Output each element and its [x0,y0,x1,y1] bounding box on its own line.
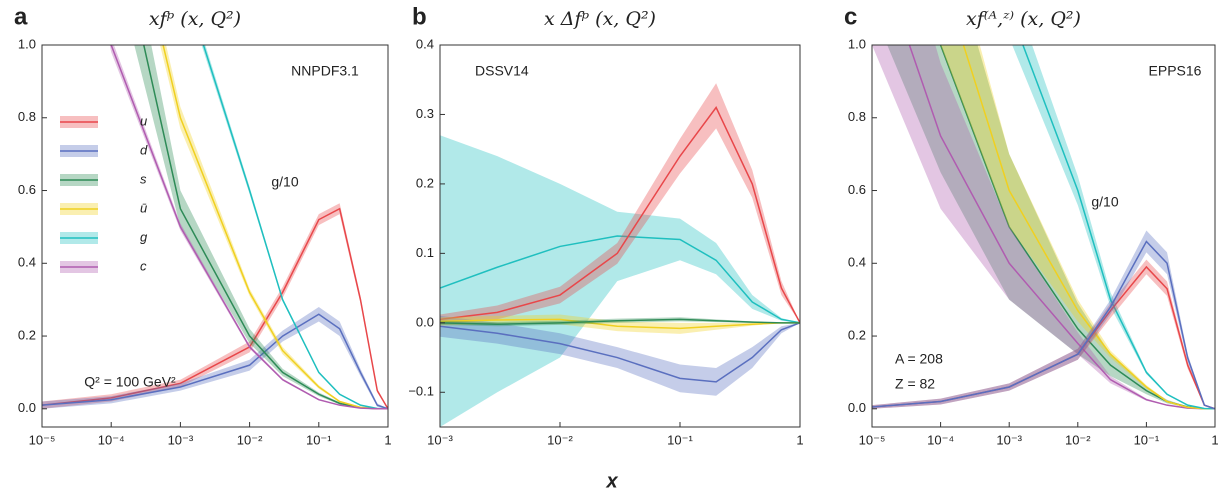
annotation: g/10 [271,174,298,190]
uncertainty-band [940,45,1215,409]
annotation: g/10 [1091,194,1118,210]
y-tick-label: 0.0 [848,400,866,415]
x-tick-label: 10⁻⁴ [927,432,954,447]
series-line [1022,45,1215,410]
x-tick-label: 10⁻⁵ [29,432,56,447]
y-tick-label: 0.8 [848,109,866,124]
y-tick-label: 0.2 [18,327,36,342]
x-tick-label: 1 [1211,432,1218,447]
uncertainty-band [1012,45,1215,409]
plot-frame [41,44,389,428]
chart-title: x Δfᵖ (x, Q²) [544,8,656,30]
uncertainty-band [872,230,1215,409]
y-tick-label: 0.6 [18,182,36,197]
series-line [440,322,800,383]
x-tick-label: 10⁻¹ [1134,432,1160,447]
y-tick-label: 0.1 [416,245,434,260]
series-line [440,106,800,324]
x-tick-label: 10⁻³ [168,432,194,447]
chart-title: xf⁽ᴬ,ᶻ⁾ (x, Q²) [966,8,1081,30]
legend-label: d [140,142,148,157]
series-line [962,45,1215,410]
plot [440,83,800,427]
legend-label: g [140,229,148,244]
panel-label: c [844,3,857,30]
uncertainty-band [440,315,800,396]
x-tick-label: 10⁻² [547,432,573,447]
chart-title: xfᵖ (x, Q²) [149,8,241,30]
uncertainty-band [42,306,388,409]
y-tick-label: 0.0 [416,314,434,329]
uncertainty-band [887,45,1215,409]
plot-frame [439,44,801,428]
x-tick-label: 10⁻³ [427,432,453,447]
annotation: DSSV14 [475,63,529,79]
uncertainty-band [440,135,800,427]
y-tick-label: 0.0 [18,400,36,415]
plot [872,45,1215,410]
x-tick-label: 10⁻² [1065,432,1091,447]
x-tick-label: 10⁻⁵ [859,432,886,447]
annotation: EPPS16 [1149,63,1202,79]
y-tick-label: 0.2 [848,327,866,342]
y-tick-label: 0.6 [848,182,866,197]
annotation: A = 208 [895,351,943,367]
y-tick-label: 0.4 [416,36,434,51]
uncertainty-band [872,45,1215,409]
uncertainty-band [134,45,388,409]
y-tick-label: 1.0 [848,36,866,51]
y-tick-label: −0.1 [408,384,434,399]
x-tick-label: 10⁻² [237,432,263,447]
y-tick-label: 0.3 [416,106,434,121]
legend-label: s [140,171,147,186]
x-tick-label: 1 [384,432,391,447]
x-tick-label: 1 [796,432,803,447]
series-line [440,235,800,324]
plot-frame [871,44,1216,428]
y-tick-label: 0.4 [848,255,866,270]
series-line [202,45,388,410]
y-tick-label: 0.4 [18,255,36,270]
x-tick-label: 10⁻¹ [667,432,693,447]
legend-label: c [140,258,147,273]
annotation: Z = 82 [895,376,935,392]
annotation: Q² = 100 GeV² [84,374,176,390]
series-line [110,45,388,410]
panel-label: a [14,3,28,30]
panel-label: b [412,3,427,30]
x-axis-label: x [605,470,618,492]
legend-label: u [140,113,147,128]
legend-label: ū [140,200,147,215]
x-tick-label: 10⁻³ [996,432,1022,447]
plot [42,45,388,410]
y-tick-label: 0.8 [18,109,36,124]
x-tick-label: 10⁻⁴ [98,432,125,447]
x-tick-label: 10⁻¹ [306,432,332,447]
series-line [872,240,1215,410]
y-tick-label: 0.2 [416,175,434,190]
y-tick-label: 1.0 [18,36,36,51]
series-line [42,313,388,410]
series-line [42,207,388,410]
series-line [440,318,800,325]
annotation: NNPDF3.1 [291,63,359,79]
